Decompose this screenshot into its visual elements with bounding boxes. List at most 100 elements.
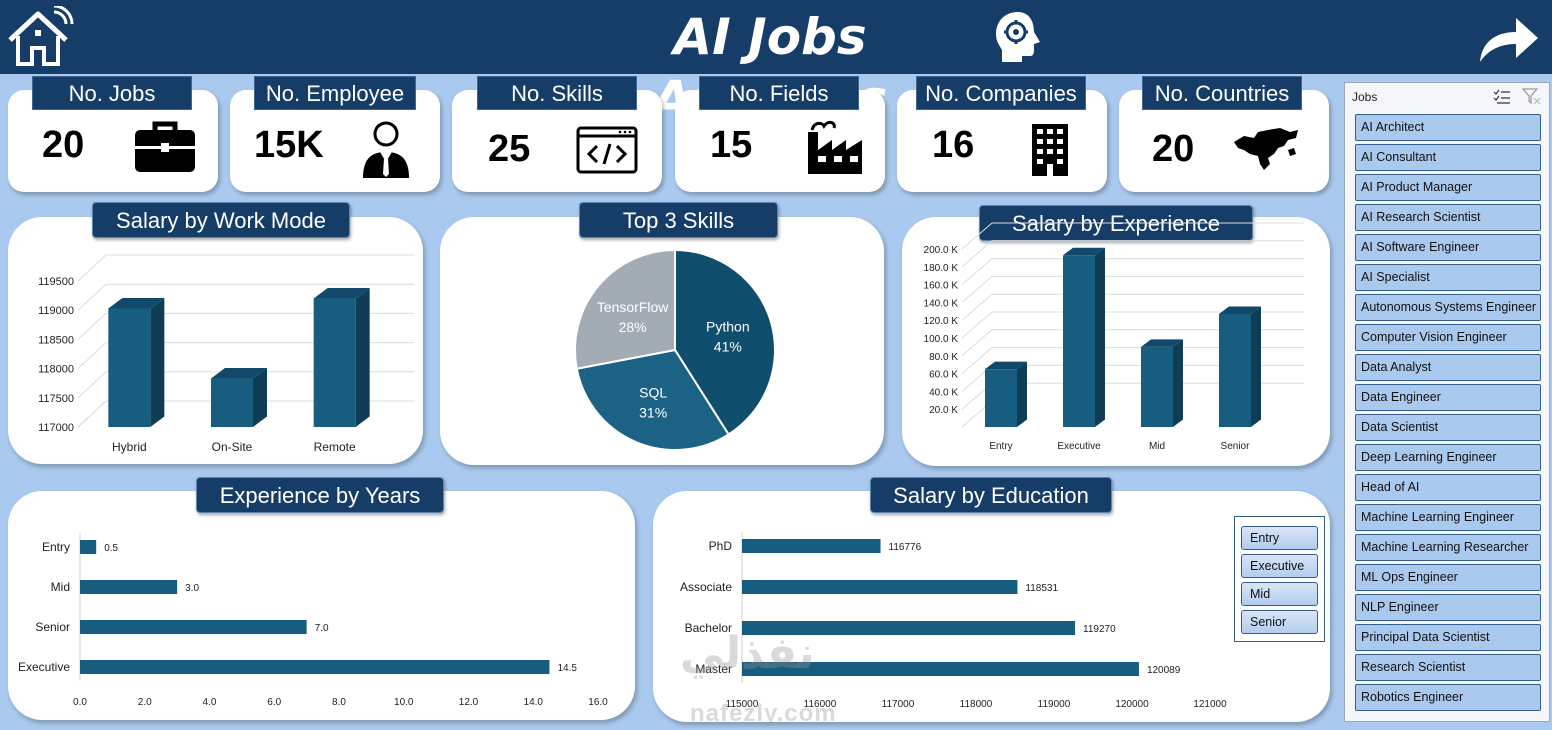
value-label: 119270	[1083, 624, 1116, 635]
value-label: 3.0	[185, 583, 199, 594]
value-label: 116776	[889, 542, 922, 553]
kpi-value-companies: 16	[932, 124, 975, 166]
category-label: Master	[695, 662, 732, 676]
home-wifi-icon[interactable]	[6, 6, 74, 68]
slicer-item[interactable]: Principal Data Scientist	[1355, 624, 1541, 651]
y-tick-label: 117500	[38, 393, 74, 405]
category-label: Senior	[1221, 441, 1251, 452]
slicer-item[interactable]: AI Specialist	[1355, 264, 1541, 291]
watermark-latin: nafezly.com	[690, 700, 837, 727]
gridline	[77, 254, 107, 282]
legend-item-entry[interactable]: Entry	[1241, 526, 1318, 550]
clear-filter-icon[interactable]	[1522, 88, 1542, 106]
legend-item-mid[interactable]: Mid	[1241, 582, 1318, 606]
category-label: On-Site	[212, 440, 253, 454]
bar-top	[108, 297, 165, 309]
bar-side	[355, 288, 370, 427]
slicer-item[interactable]: Data Scientist	[1355, 414, 1541, 441]
experience-chart: 20.0 K 40.0 K 60.0 K 80.0 K 100.0 K 120.0 K 14…	[924, 222, 1304, 452]
code-window-icon	[576, 126, 638, 174]
bar-top	[313, 288, 370, 299]
gridline	[961, 258, 993, 285]
slicer-item[interactable]: Deep Learning Engineer	[1355, 444, 1541, 471]
legend-item-senior[interactable]: Senior	[1241, 610, 1318, 634]
y-tick-label: 140.0 K	[924, 298, 959, 309]
pie-value-label: 41%	[714, 339, 742, 355]
slicer-item[interactable]: AI Research Scientist	[1355, 204, 1541, 231]
bar-phd	[742, 539, 881, 553]
slicer-item[interactable]: Computer Vision Engineer	[1355, 324, 1541, 351]
work-mode-chart: 117000 117500 118000 118500 119000 119500 Hybr…	[38, 254, 414, 454]
jobs-slicer: Jobs AI Architect AI Consultant AI Product…	[1344, 82, 1550, 722]
y-tick-label: 120.0 K	[924, 316, 959, 327]
slicer-item[interactable]: ML Ops Engineer	[1355, 564, 1541, 591]
x-tick-label: 14.0	[524, 697, 544, 708]
slicer-item[interactable]: Machine Learning Engineer	[1355, 504, 1541, 531]
x-tick-label: 10.0	[394, 697, 414, 708]
x-tick-label: 16.0	[588, 697, 608, 708]
slicer-item[interactable]: AI Architect	[1355, 114, 1541, 141]
slicer-item[interactable]: Autonomous Systems Engineer	[1355, 294, 1541, 321]
bar-senior	[1219, 313, 1251, 427]
kpi-value-fields: 15	[710, 124, 753, 166]
slicer-item[interactable]: Robotics Engineer	[1355, 684, 1541, 711]
slicer-item[interactable]: Research Scientist	[1355, 654, 1541, 681]
slicer-item[interactable]: Head of AI	[1355, 474, 1541, 501]
bar-executive	[80, 660, 550, 674]
y-tick-label: 200.0 K	[924, 245, 959, 256]
x-tick-label: 121000	[1193, 699, 1227, 710]
value-label: 118531	[1025, 583, 1058, 594]
slicer-item[interactable]: AI Software Engineer	[1355, 234, 1541, 261]
skills-title: Top 3 Skills	[579, 202, 778, 238]
slicer-item[interactable]: AI Consultant	[1355, 144, 1541, 171]
legend-item-executive[interactable]: Executive	[1241, 554, 1318, 578]
x-tick-label: 120000	[1115, 699, 1149, 710]
x-tick-label: 0.0	[73, 697, 87, 708]
value-label: 7.0	[315, 623, 329, 634]
category-label: Associate	[680, 580, 732, 594]
kpi-label-countries: No. Countries	[1142, 76, 1302, 110]
slicer-item[interactable]: Machine Learning Researcher	[1355, 534, 1541, 561]
bar-hybrid	[108, 308, 151, 427]
pie-value-label: 31%	[639, 404, 667, 420]
gridline	[961, 240, 993, 268]
category-label: Entry	[989, 441, 1012, 452]
bar-side	[1251, 306, 1261, 427]
category-label: Hybrid	[112, 440, 147, 454]
category-label: Entry	[42, 540, 70, 554]
x-tick-label: 2.0	[138, 697, 152, 708]
slicer-item[interactable]: Data Engineer	[1355, 384, 1541, 411]
category-label: Mid	[1149, 441, 1165, 452]
y-tick-label: 117000	[38, 422, 74, 434]
employee-icon	[363, 121, 409, 178]
years-chart: 0.0 2.0 4.0 6.0 8.0 10.0 12.0 14.0 16.0 Entry 0.5 M…	[18, 533, 608, 708]
y-tick-label: 80.0 K	[929, 352, 958, 363]
kpi-label-companies: No. Companies	[916, 76, 1086, 110]
pie-label: TensorFlow	[597, 299, 669, 315]
y-tick-label: 100.0 K	[924, 334, 959, 345]
brain-gear-icon	[996, 12, 1040, 62]
x-tick-label: 116000	[804, 699, 837, 710]
multi-select-icon[interactable]	[1493, 89, 1511, 105]
value-label: 14.5	[557, 663, 577, 674]
y-tick-label: 60.0 K	[929, 370, 958, 381]
work-mode-title: Salary by Work Mode	[92, 202, 350, 238]
bar-mid	[80, 580, 178, 594]
forward-arrow-icon[interactable]	[1476, 12, 1542, 64]
bar-side	[1095, 247, 1105, 427]
x-tick-label: 8.0	[332, 697, 346, 708]
slicer-item[interactable]: Data Analyst	[1355, 354, 1541, 381]
bar-top	[1063, 247, 1105, 256]
slicer-item[interactable]: AI Product Manager	[1355, 174, 1541, 201]
category-label: Senior	[35, 620, 70, 634]
bar-top	[1219, 306, 1261, 314]
slicer-item[interactable]: NLP Engineer	[1355, 594, 1541, 621]
category-label: Remote	[314, 440, 356, 454]
kpi-value-employee: 15K	[254, 124, 324, 166]
gridline	[961, 311, 993, 339]
bar-side	[1173, 339, 1183, 427]
kpi-label-employee: No. Employee	[254, 76, 416, 110]
gridline	[961, 293, 993, 321]
y-tick-label: 119000	[38, 305, 74, 317]
bar-executive	[1063, 255, 1095, 427]
